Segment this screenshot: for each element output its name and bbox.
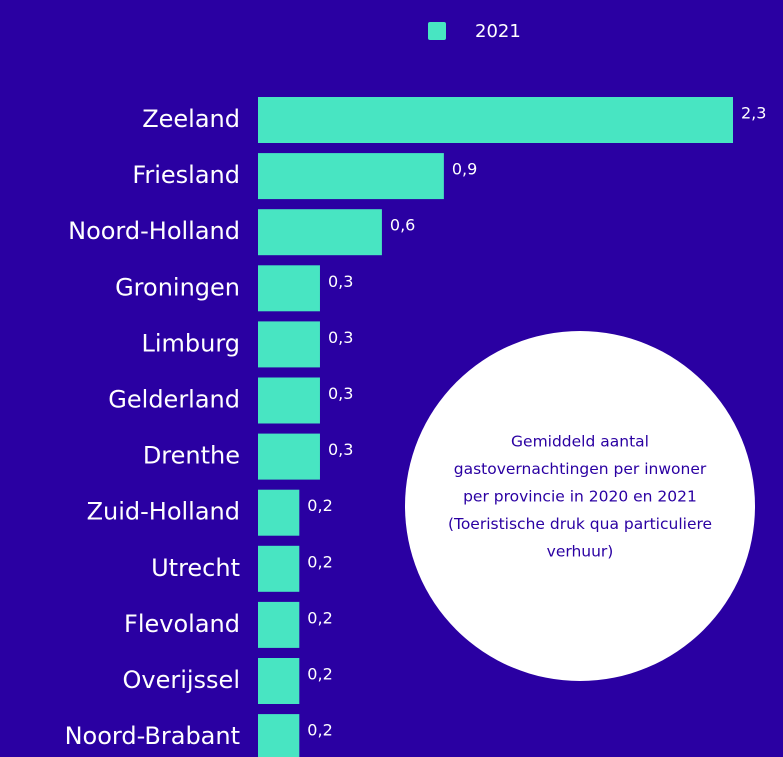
value-label: 0,6 [390, 216, 415, 235]
value-label: 0,2 [307, 608, 332, 627]
annotation-line: per provincie in 2020 en 2021 [463, 488, 697, 506]
annotation-line: Gemiddeld aantal [511, 433, 649, 451]
value-label: 0,3 [328, 440, 353, 459]
category-label: Friesland [132, 161, 240, 189]
bar [258, 97, 733, 143]
category-label: Limburg [141, 329, 240, 357]
category-label: Utrecht [151, 554, 240, 582]
value-label: 0,2 [307, 665, 332, 684]
category-label: Flevoland [124, 610, 240, 638]
annotation-circle [405, 331, 755, 681]
category-label: Zuid-Holland [87, 498, 240, 526]
value-label: 0,9 [452, 160, 477, 179]
bar [258, 714, 300, 757]
legend-label: 2021 [475, 21, 521, 42]
value-label: 0,2 [307, 552, 332, 571]
annotation-line: (Toeristische druk qua particuliere [448, 515, 712, 533]
bar [258, 153, 444, 200]
bar [258, 545, 300, 592]
annotation-line: verhuur) [547, 543, 614, 561]
annotation-line: gastovernachtingen per inwoner [454, 460, 707, 478]
category-label: Groningen [115, 273, 240, 301]
value-label: 0,2 [307, 721, 332, 740]
bar [258, 209, 382, 256]
bar [258, 321, 320, 368]
bar [258, 601, 300, 648]
bar [258, 489, 300, 536]
bar [258, 433, 320, 480]
value-label: 0,3 [328, 328, 353, 347]
category-label: Noord-Brabant [65, 722, 240, 750]
legend-swatch [428, 22, 446, 40]
bar [258, 658, 300, 704]
bar [258, 265, 320, 312]
value-label: 0,2 [307, 496, 332, 515]
category-label: Noord-Holland [68, 217, 240, 245]
category-label: Gelderland [108, 386, 240, 414]
bar [258, 377, 320, 424]
category-label: Zeeland [142, 105, 240, 133]
category-label: Overijssel [122, 666, 240, 694]
category-label: Drenthe [143, 442, 240, 470]
value-label: 0,3 [328, 272, 353, 291]
value-label: 2,3 [741, 104, 766, 123]
value-label: 0,3 [328, 384, 353, 403]
